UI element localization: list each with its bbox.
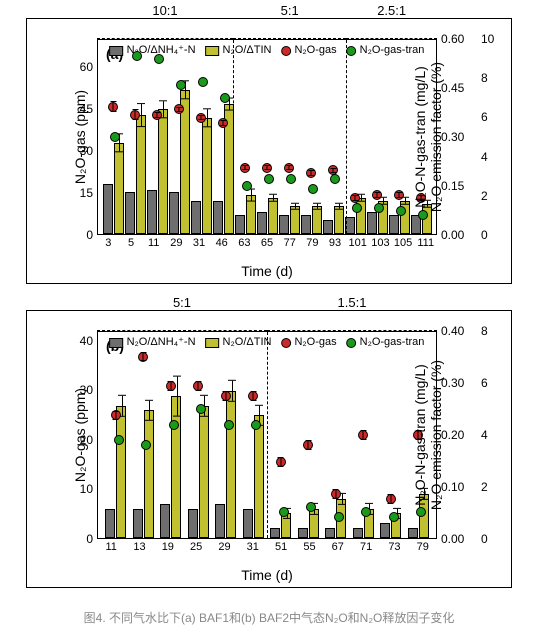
ratio-bar-b: 5:11.5:1 [97,313,437,331]
r1-ticks-b: 0.000.100.200.300.40 [441,331,477,539]
r1label-b: N₂O-N-gas-tran (mg/L) [412,364,428,506]
r1-ticks-a: 0.000.150.300.450.60 [441,39,477,235]
xlabel-b: Time (d) [241,567,293,583]
panel-a: 10:15:12.5:1 (a) N₂O/ΔNH₄⁺-N N₂O/ΔTIN N₂… [26,18,512,284]
x-ticks-a: 35112931466365777993101103105111 [97,237,437,253]
ylabel-b: N₂O-gas (ppm) [72,388,88,482]
r2label-a: N₂O emission factor (%) [428,62,444,212]
r2-ticks-a: 0246810 [481,39,507,235]
plot-a: (a) N₂O/ΔNH₄⁺-N N₂O/ΔTIN N₂O-gas N₂O-gas… [97,39,437,235]
x-ticks-b: 111319252931515567717379 [97,541,437,557]
ratio-bar-a: 10:15:12.5:1 [97,21,437,39]
xlabel-a: Time (d) [241,263,293,279]
figure-caption: 图4. 不同气水比下(a) BAF1和(b) BAF2中气态N₂O和N₂O释放因… [0,609,538,626]
r2label-b: N₂O emission factor (%) [428,360,444,510]
r2-ticks-b: 02468 [481,331,507,539]
bars-a [98,40,436,234]
r1label-a: N₂O-N-gas-tran (mg/L) [412,66,428,208]
plot-b: (b) N₂O/ΔNH₄⁺-N N₂O/ΔTIN N₂O-gas N₂O-gas… [97,331,437,539]
ylabel-a: N₂O-gas (ppm) [72,90,88,184]
panel-b: 5:11.5:1 (b) N₂O/ΔNH₄⁺-N N₂O/ΔTIN N₂O-ga… [26,310,512,588]
